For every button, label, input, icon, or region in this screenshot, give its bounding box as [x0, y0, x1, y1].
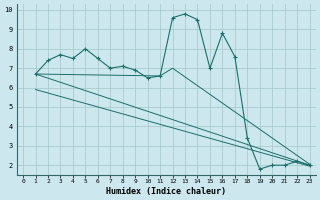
X-axis label: Humidex (Indice chaleur): Humidex (Indice chaleur) [106, 187, 226, 196]
